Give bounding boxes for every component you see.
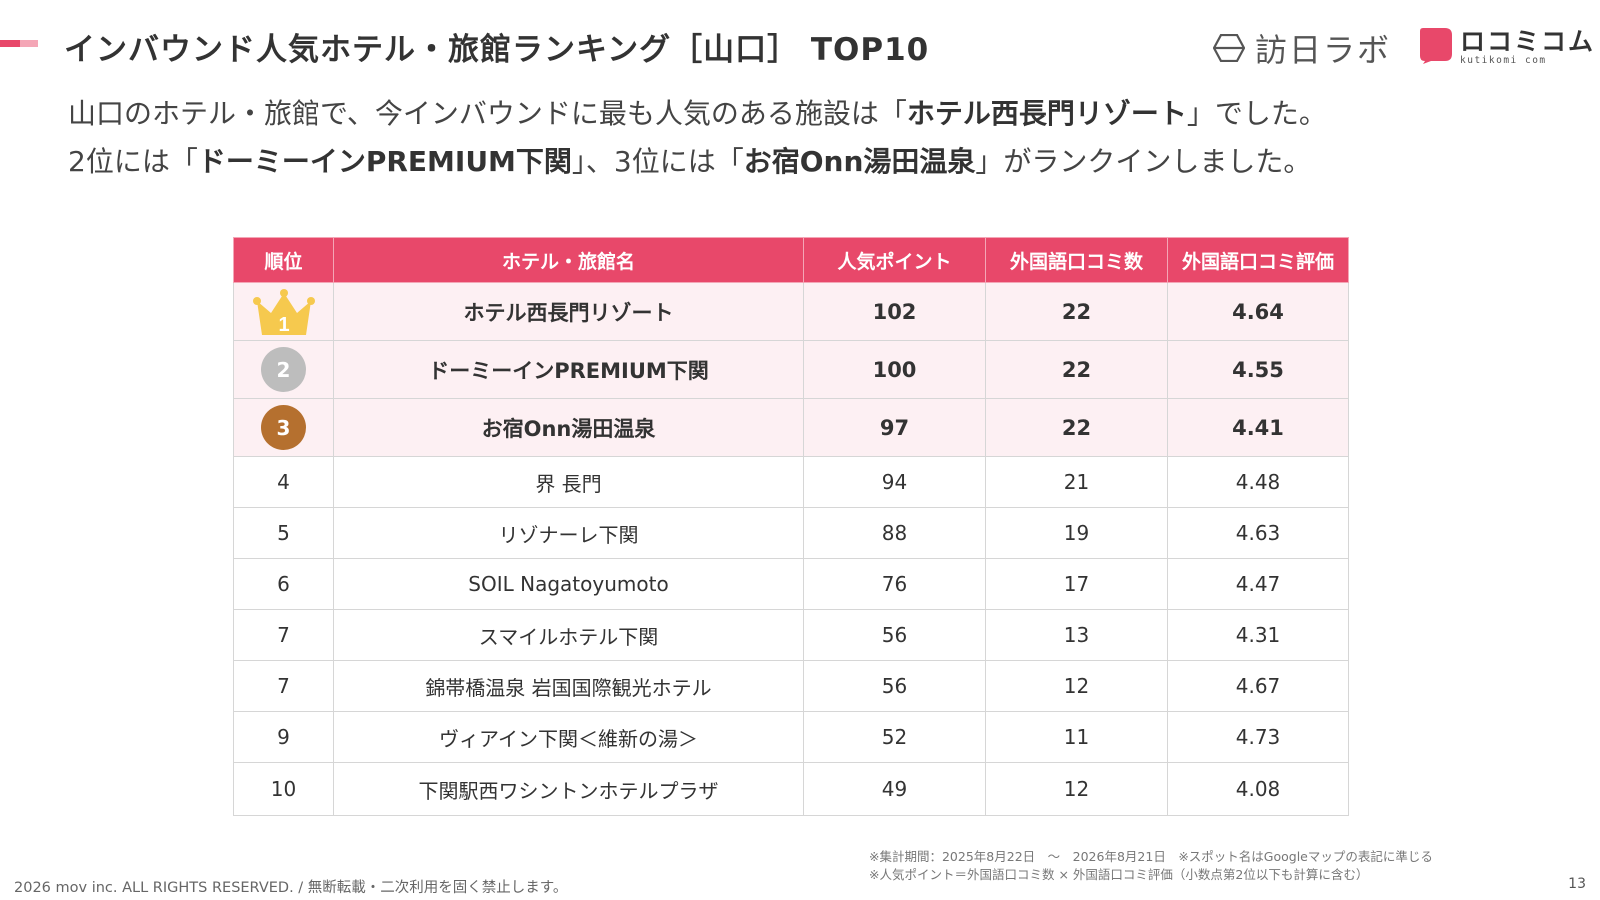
review-rating: 4.73 [1167, 711, 1349, 763]
review-count: 22 [985, 340, 1168, 399]
review-rating: 4.64 [1167, 282, 1349, 341]
rank-number: 4 [233, 456, 334, 508]
popularity-points: 97 [803, 398, 986, 457]
page-title: インバウンド人気ホテル・旅館ランキング［山口］ TOP10 [64, 32, 930, 68]
gold-crown-icon: 1 [251, 287, 317, 337]
accent-bar-dark [0, 40, 20, 47]
review-rating: 4.63 [1167, 507, 1349, 559]
review-rating: 4.55 [1167, 340, 1349, 399]
header-review-rating: 外国語口コミ評価 [1167, 237, 1349, 283]
review-count: 22 [985, 282, 1168, 341]
review-count: 21 [985, 456, 1168, 508]
lead-line-2-end: 」がランクインしました。 [975, 145, 1312, 178]
silver-medal-icon: 2 [261, 347, 306, 392]
lead-line-2-text: 2位には「 [68, 145, 198, 178]
hotel-name: 界 長門 [333, 456, 804, 508]
review-count: 19 [985, 507, 1168, 559]
hotel-name: 下関駅西ワシントンホテルプラザ [333, 762, 804, 816]
table-row: 2 ドーミーインPREMIUM下関 100 22 4.55 [233, 340, 1349, 399]
popularity-points: 56 [803, 609, 986, 661]
lead-line-1-end: 」でした。 [1186, 97, 1327, 130]
rank-number: 1 [278, 314, 289, 336]
review-count: 12 [985, 660, 1168, 712]
table-row: 9 ヴィアイン下関＜維新の湯＞ 52 11 4.73 [233, 711, 1349, 763]
rank-number: 9 [233, 711, 334, 763]
review-rating: 4.08 [1167, 762, 1349, 816]
popularity-points: 52 [803, 711, 986, 763]
popularity-points: 88 [803, 507, 986, 559]
hounichi-lab-logo-text: 訪日ラボ [1255, 31, 1392, 69]
popularity-points: 76 [803, 558, 986, 610]
review-count: 11 [985, 711, 1168, 763]
review-rating: 4.48 [1167, 456, 1349, 508]
rank-cell: 2 [233, 340, 334, 399]
header-review-count: 外国語口コミ数 [985, 237, 1168, 283]
table-row: 10 下関駅西ワシントンホテルプラザ 49 12 4.08 [233, 762, 1349, 816]
bronze-medal-icon: 3 [261, 405, 306, 450]
lead-line-1-text: 山口のホテル・旅館で、今インバウンドに最も人気のある施設は「 [68, 97, 907, 130]
lead-line-1: 山口のホテル・旅館で、今インバウンドに最も人気のある施設は「ホテル西長門リゾート… [68, 92, 1327, 132]
rank-cell: 3 [233, 398, 334, 457]
kuchikomi-com-logo-text: ロコミコム [1460, 27, 1596, 56]
speech-bubble-logo-icon [1420, 28, 1452, 64]
table-row: 4 界 長門 94 21 4.48 [233, 456, 1349, 508]
review-count: 22 [985, 398, 1168, 457]
hounichi-lab-logo: 訪日ラボ [1213, 26, 1391, 70]
review-rating: 4.47 [1167, 558, 1349, 610]
review-rating: 4.31 [1167, 609, 1349, 661]
table-row: 3 お宿Onn湯田温泉 97 22 4.41 [233, 398, 1349, 457]
copyright: 2026 mov inc. ALL RIGHTS RESERVED. / 無断転… [14, 880, 568, 896]
hotel-name: SOIL Nagatoyumoto [333, 558, 804, 610]
rank-number: 7 [233, 660, 334, 712]
review-rating: 4.67 [1167, 660, 1349, 712]
hotel-name: リゾナーレ下関 [333, 507, 804, 559]
popularity-points: 100 [803, 340, 986, 399]
review-count: 13 [985, 609, 1168, 661]
lead-third-place-name: お宿Onn湯田温泉 [743, 145, 976, 178]
kuchikomi-com-logo-subtext: kutikomi com [1460, 55, 1547, 66]
header-rank: 順位 [233, 237, 334, 283]
rank-number: 5 [233, 507, 334, 559]
rank-number: 10 [233, 762, 334, 816]
review-count: 17 [985, 558, 1168, 610]
table-header-row: 順位 ホテル・旅館名 人気ポイント 外国語口コミ数 外国語口コミ評価 [233, 237, 1349, 283]
ranking-table: 順位 ホテル・旅館名 人気ポイント 外国語口コミ数 外国語口コミ評価 1 [233, 237, 1349, 816]
table-row: 1 ホテル西長門リゾート 102 22 4.64 [233, 282, 1349, 341]
table-row: 7 錦帯橋温泉 岩国国際観光ホテル 56 12 4.67 [233, 660, 1349, 712]
popularity-points: 102 [803, 282, 986, 341]
kuchikomi-com-logo: ロコミコム kutikomi com [1420, 28, 1595, 67]
hotel-name: スマイルホテル下関 [333, 609, 804, 661]
lead-line-2: 2位には「ドーミーインPREMIUM下関」、3位には「お宿Onn湯田温泉」がラン… [68, 140, 1311, 180]
popularity-points: 49 [803, 762, 986, 816]
rank-number: 6 [233, 558, 334, 610]
lead-first-place-name: ホテル西長門リゾート [906, 97, 1187, 130]
review-count: 12 [985, 762, 1168, 816]
footnote-points-formula: ※人気ポイント＝外国語口コミ数 × 外国語口コミ評価（小数点第2位以下も計算に含… [869, 867, 1369, 882]
review-rating: 4.41 [1167, 398, 1349, 457]
footnotes: ※集計期間：2025年8月22日 〜 2026年8月21日 ※スポット名はGoo… [869, 848, 1433, 884]
hotel-name: 錦帯橋温泉 岩国国際観光ホテル [333, 660, 804, 712]
lead-second-place-name: ドーミーインPREMIUM下関 [197, 145, 572, 178]
hotel-name: ドーミーインPREMIUM下関 [333, 340, 804, 399]
rank-number: 7 [233, 609, 334, 661]
hotel-name: ヴィアイン下関＜維新の湯＞ [333, 711, 804, 763]
page-number: 13 [1568, 876, 1586, 892]
table-row: 7 スマイルホテル下関 56 13 4.31 [233, 609, 1349, 661]
table-row: 5 リゾナーレ下関 88 19 4.63 [233, 507, 1349, 559]
popularity-points: 94 [803, 456, 986, 508]
accent-bar [0, 40, 38, 47]
hotel-name: お宿Onn湯田温泉 [333, 398, 804, 457]
rank-cell: 1 [233, 282, 334, 341]
hexagon-logo-icon [1213, 34, 1245, 62]
hotel-name: ホテル西長門リゾート [333, 282, 804, 341]
header-popularity-points: 人気ポイント [803, 237, 986, 283]
table-row: 6 SOIL Nagatoyumoto 76 17 4.47 [233, 558, 1349, 610]
footnote-period: ※集計期間：2025年8月22日 〜 2026年8月21日 ※スポット名はGoo… [869, 849, 1433, 864]
lead-line-2-mid: 」、3位には「 [571, 145, 744, 178]
header-hotel-name: ホテル・旅館名 [333, 237, 804, 283]
accent-bar-light [20, 40, 38, 47]
popularity-points: 56 [803, 660, 986, 712]
